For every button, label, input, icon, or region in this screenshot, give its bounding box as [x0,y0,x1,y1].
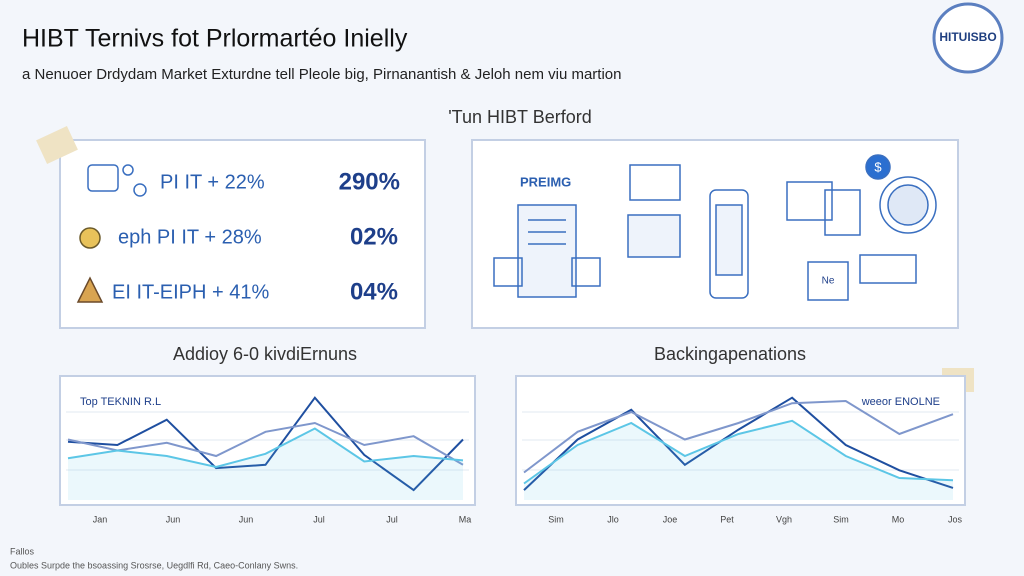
x-label: Jan [93,514,108,524]
section-title: 'Tun HIBT Berford [448,107,592,127]
logo-ring [932,2,1004,74]
series-line [67,427,464,469]
title: HIBT Ternivs fot Prlormartéo Inielly [22,25,408,53]
x-label: Sim [833,514,849,524]
series-line [523,399,954,474]
chart-legend: weeor ENOLNE [861,396,940,408]
chart-heading: Addioy 6-0 kivdiErnuns [173,344,357,364]
kpi-label: eph PI IT + 28% [118,226,262,248]
x-label: Jun [166,514,181,524]
logo: HITUISBO [939,30,996,44]
chart-heading: Backingapenations [654,344,806,364]
x-label: Jlo [607,514,619,524]
kpi-value: 04% [350,278,398,305]
x-label: Jun [239,514,254,524]
series-line [523,419,954,485]
kpi-icons [76,164,147,303]
note-icon [36,126,78,164]
subtitle: a Nenuoer Drdydam Market Exturdne tell P… [22,66,621,83]
kpi-label: EI IT-EIPH + 41% [112,281,270,303]
x-label: Ma [459,514,472,524]
kpi-label: PI IT + 22% [160,171,265,193]
x-label: Jul [313,514,325,524]
x-label: Pet [720,514,734,524]
illustration-badge: Ne [822,276,835,287]
series-line [67,421,464,466]
illustration-icons [493,154,937,301]
x-label: Mo [892,514,905,524]
footer-label: Fallos [10,546,35,556]
illustration-label: PREIMG [520,174,571,189]
kpi-value: 02% [350,223,398,250]
series-area [524,420,953,500]
illustration-icon: $ [874,159,882,174]
series-line [67,396,464,492]
x-label: Vgh [776,514,792,524]
chart-legend: Top TEKNIN R.L [80,396,161,408]
x-label: Jos [948,514,963,524]
x-label: Joe [663,514,678,524]
series-line [523,396,954,491]
kpi-value: 290% [339,168,400,195]
series-area [68,428,463,500]
x-label: Sim [548,514,564,524]
kpi-panel [59,139,426,329]
footer-note: Oubles Surpde the bsoassing Srosrse, Ueg… [10,560,298,570]
x-label: Jul [386,514,398,524]
